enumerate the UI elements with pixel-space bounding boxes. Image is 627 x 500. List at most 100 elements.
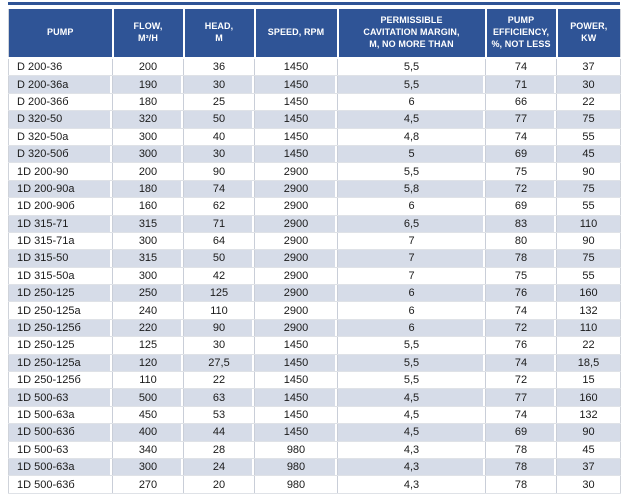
cell-speed: 1450	[254, 371, 338, 390]
header-row: PUMP FLOW, M³/H HEAD, M SPEED, RPM PERMI…	[8, 9, 621, 59]
header-cavitation: PERMISSIBLE CAVITATION MARGIN, M, NO MOR…	[337, 9, 487, 59]
cell-power: 160	[556, 388, 621, 407]
table-row: D 200-36б 180 25 1450 6 66 22	[8, 93, 621, 112]
table-header: PUMP FLOW, M³/H HEAD, M SPEED, RPM PERMI…	[8, 9, 621, 59]
cell-pump: 1D 250-125б	[8, 319, 113, 338]
cell-efficiency: 74	[485, 301, 557, 320]
cell-speed: 2900	[254, 215, 338, 233]
cell-flow: 315	[112, 249, 184, 268]
cell-head: 30	[183, 336, 255, 355]
cell-efficiency: 75	[485, 162, 557, 181]
header-flow: FLOW, M³/H	[112, 9, 185, 59]
cell-flow: 200	[112, 162, 184, 181]
pump-spec-table: PUMP FLOW, M³/H HEAD, M SPEED, RPM PERMI…	[8, 9, 621, 494]
table-row: 1D 250-125б 220 90 2900 6 72 110	[8, 319, 621, 338]
cell-head: 25	[183, 93, 255, 112]
cell-power: 37	[556, 458, 621, 477]
cell-cavitation: 7	[337, 249, 486, 268]
cell-speed: 2900	[254, 267, 338, 286]
table-row: 1D 250-125a 240 110 2900 6 74 132	[8, 301, 621, 320]
table-row: D 320-50б 300 30 1450 5 69 45	[8, 145, 621, 164]
cell-speed: 1450	[254, 128, 338, 146]
cell-pump: 1D 500-63a	[8, 406, 113, 425]
cell-head: 42	[183, 267, 255, 286]
cell-power: 55	[556, 197, 621, 216]
cell-speed: 1450	[254, 406, 338, 425]
cell-cavitation: 6	[337, 301, 486, 320]
cell-cavitation: 5,5	[337, 162, 486, 181]
cell-efficiency: 69	[485, 197, 557, 216]
cell-pump: D 320-50a	[8, 128, 113, 146]
cell-head: 110	[183, 301, 255, 320]
table-row: 1D 315-50 315 50 2900 7 78 75	[8, 249, 621, 268]
cell-power: 110	[556, 319, 621, 338]
cell-power: 45	[556, 441, 621, 459]
cell-pump: 1D 500-63	[8, 388, 113, 407]
header-pump: PUMP	[8, 9, 114, 59]
cell-cavitation: 4,3	[337, 441, 486, 459]
table-row: 1D 500-63a 300 24 980 4,3 78 37	[8, 458, 621, 477]
cell-speed: 1450	[254, 336, 338, 355]
cell-cavitation: 6	[337, 197, 486, 216]
cell-power: 15	[556, 371, 621, 390]
cell-flow: 300	[112, 145, 184, 164]
cell-speed: 1450	[254, 145, 338, 164]
cell-speed: 980	[254, 458, 338, 477]
cell-speed: 2900	[254, 180, 338, 199]
cell-cavitation: 7	[337, 267, 486, 286]
cell-pump: D 320-50б	[8, 145, 113, 164]
cell-pump: 1D 500-63б	[8, 475, 113, 494]
cell-efficiency: 71	[485, 75, 557, 94]
header-speed: SPEED, RPM	[254, 9, 339, 59]
cell-efficiency: 76	[485, 336, 557, 355]
table-row: 1D 250-125 250 125 2900 6 76 160	[8, 284, 621, 303]
header-head: HEAD, M	[183, 9, 256, 59]
table-row: D 320-50 320 50 1450 4,5 77 75	[8, 110, 621, 129]
cell-head: 90	[183, 319, 255, 338]
cell-flow: 270	[112, 475, 184, 494]
cell-cavitation: 5	[337, 145, 486, 164]
cell-power: 18,5	[556, 354, 621, 373]
cell-head: 74	[183, 180, 255, 199]
table-row: 1D 500-63a 450 53 1450 4,5 74 132	[8, 406, 621, 425]
cell-head: 50	[183, 249, 255, 268]
table-row: D 200-36a 190 30 1450 5,5 71 30	[8, 75, 621, 94]
cell-flow: 300	[112, 267, 184, 286]
cell-head: 22	[183, 371, 255, 390]
cell-efficiency: 78	[485, 441, 557, 459]
cell-power: 90	[556, 423, 621, 442]
cell-flow: 120	[112, 354, 184, 373]
cell-flow: 320	[112, 110, 184, 129]
cell-pump: 1D 250-125	[8, 336, 113, 355]
cell-efficiency: 74	[485, 406, 557, 425]
cell-head: 90	[183, 162, 255, 181]
table-row: 1D 200-90 200 90 2900 5,5 75 90	[8, 162, 621, 181]
cell-flow: 315	[112, 215, 184, 233]
cell-flow: 110	[112, 371, 184, 390]
cell-head: 62	[183, 197, 255, 216]
cell-head: 64	[183, 232, 255, 251]
cell-efficiency: 78	[485, 249, 557, 268]
table-top-border	[8, 2, 620, 5]
cell-power: 132	[556, 301, 621, 320]
cell-efficiency: 74	[485, 128, 557, 146]
cell-cavitation: 5,5	[337, 75, 486, 94]
cell-pump: 1D 250-125	[8, 284, 113, 303]
cell-cavitation: 6	[337, 319, 486, 338]
table-row: 1D 315-71a 300 64 2900 7 80 90	[8, 232, 621, 251]
cell-power: 22	[556, 93, 621, 112]
cell-cavitation: 5,8	[337, 180, 486, 199]
cell-flow: 500	[112, 388, 184, 407]
table-row: 1D 500-63б 400 44 1450 4,5 69 90	[8, 423, 621, 442]
cell-efficiency: 72	[485, 371, 557, 390]
cell-efficiency: 74	[485, 58, 557, 77]
cell-pump: 1D 250-125a	[8, 301, 113, 320]
cell-cavitation: 4,5	[337, 110, 486, 129]
cell-head: 24	[183, 458, 255, 477]
cell-pump: 1D 250-125a	[8, 354, 113, 373]
cell-efficiency: 75	[485, 267, 557, 286]
cell-cavitation: 5,5	[337, 58, 486, 77]
cell-cavitation: 4,8	[337, 128, 486, 146]
cell-speed: 1450	[254, 388, 338, 407]
